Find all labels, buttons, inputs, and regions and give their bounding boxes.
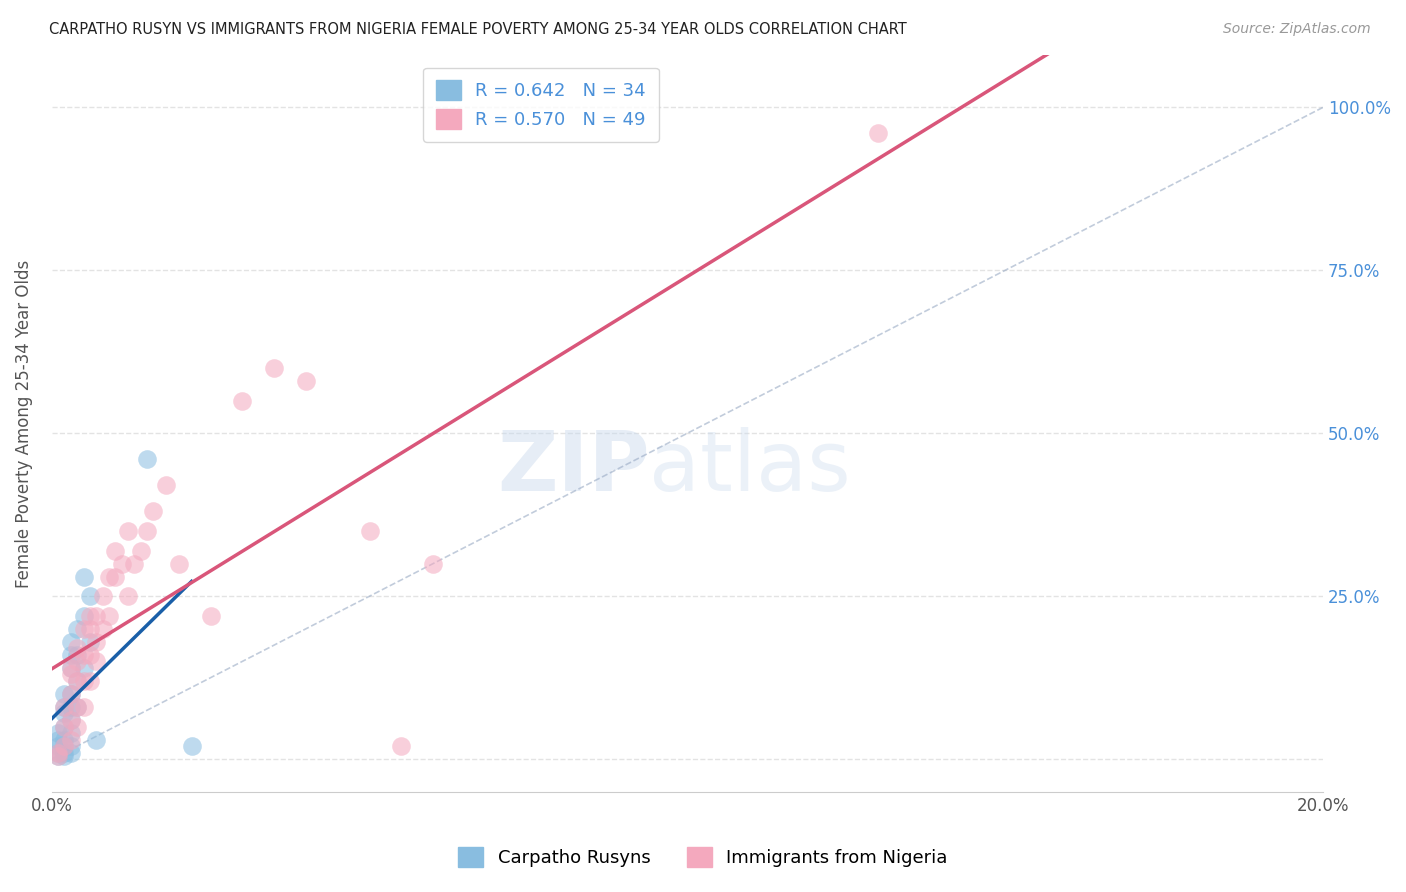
Point <box>46 748 69 763</box>
Point <box>79 634 101 648</box>
Point <box>53 706 76 721</box>
Point <box>66 700 89 714</box>
Point <box>117 524 139 538</box>
Point <box>59 667 82 681</box>
Point <box>53 719 76 733</box>
Point <box>142 504 165 518</box>
Point <box>66 641 89 656</box>
Point <box>59 700 82 714</box>
Point <box>97 569 120 583</box>
Point <box>59 746 82 760</box>
Point <box>66 654 89 668</box>
Point <box>46 746 69 760</box>
Point <box>111 557 134 571</box>
Point <box>136 524 159 538</box>
Point <box>84 732 107 747</box>
Point <box>72 622 94 636</box>
Point <box>59 687 82 701</box>
Point <box>59 739 82 753</box>
Point <box>104 569 127 583</box>
Point <box>59 634 82 648</box>
Point <box>389 739 412 753</box>
Point <box>46 732 69 747</box>
Point <box>59 687 82 701</box>
Point <box>155 478 177 492</box>
Point <box>66 673 89 688</box>
Point <box>53 732 76 747</box>
Point <box>359 524 381 538</box>
Point <box>59 648 82 662</box>
Point <box>53 687 76 701</box>
Point <box>72 661 94 675</box>
Point <box>79 608 101 623</box>
Point <box>59 713 82 727</box>
Legend: R = 0.642   N = 34, R = 0.570   N = 49: R = 0.642 N = 34, R = 0.570 N = 49 <box>423 68 659 142</box>
Point <box>180 739 202 753</box>
Point <box>200 608 222 623</box>
Point <box>79 589 101 603</box>
Point <box>422 557 444 571</box>
Point <box>72 608 94 623</box>
Point <box>66 622 89 636</box>
Point <box>295 374 318 388</box>
Point <box>59 661 82 675</box>
Text: atlas: atlas <box>650 427 851 508</box>
Point <box>46 748 69 763</box>
Y-axis label: Female Poverty Among 25-34 Year Olds: Female Poverty Among 25-34 Year Olds <box>15 260 32 588</box>
Point <box>263 361 285 376</box>
Point <box>117 589 139 603</box>
Point <box>91 589 114 603</box>
Point <box>59 732 82 747</box>
Point <box>53 700 76 714</box>
Point <box>46 726 69 740</box>
Point <box>53 739 76 753</box>
Point <box>53 739 76 753</box>
Point <box>91 622 114 636</box>
Point <box>167 557 190 571</box>
Point <box>84 634 107 648</box>
Point <box>97 608 120 623</box>
Point <box>104 543 127 558</box>
Text: ZIP: ZIP <box>496 427 650 508</box>
Point <box>79 622 101 636</box>
Point <box>66 719 89 733</box>
Point <box>53 719 76 733</box>
Point <box>53 746 76 760</box>
Legend: Carpatho Rusyns, Immigrants from Nigeria: Carpatho Rusyns, Immigrants from Nigeria <box>451 839 955 874</box>
Point <box>72 700 94 714</box>
Point <box>868 127 890 141</box>
Point <box>129 543 152 558</box>
Point <box>59 661 82 675</box>
Point <box>66 700 89 714</box>
Point <box>84 654 107 668</box>
Point <box>72 569 94 583</box>
Point <box>84 608 107 623</box>
Point <box>66 648 89 662</box>
Point <box>79 673 101 688</box>
Point <box>79 648 101 662</box>
Point <box>46 746 69 760</box>
Point <box>136 452 159 467</box>
Point <box>53 700 76 714</box>
Point <box>66 673 89 688</box>
Point <box>72 648 94 662</box>
Text: CARPATHO RUSYN VS IMMIGRANTS FROM NIGERIA FEMALE POVERTY AMONG 25-34 YEAR OLDS C: CARPATHO RUSYN VS IMMIGRANTS FROM NIGERI… <box>49 22 907 37</box>
Point <box>46 739 69 753</box>
Point <box>59 713 82 727</box>
Point <box>231 393 253 408</box>
Point <box>124 557 146 571</box>
Point <box>59 726 82 740</box>
Point <box>53 748 76 763</box>
Point <box>72 673 94 688</box>
Text: Source: ZipAtlas.com: Source: ZipAtlas.com <box>1223 22 1371 37</box>
